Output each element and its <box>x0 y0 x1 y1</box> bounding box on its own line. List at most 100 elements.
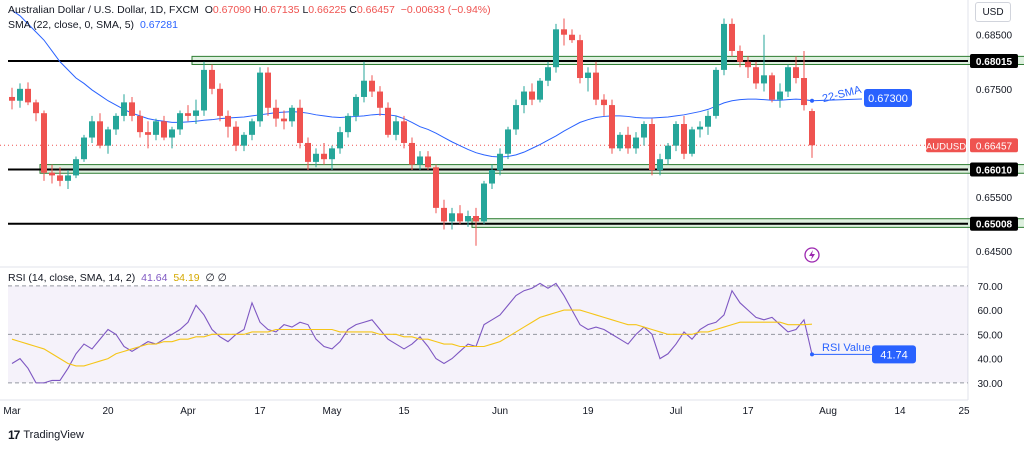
sma-annotation-arrow <box>811 98 863 102</box>
rsi-sma-legend-value: 54.19 <box>173 272 200 284</box>
candle-body-89 <box>721 23 727 70</box>
candle-body-91 <box>737 50 743 62</box>
candle-body-4 <box>41 113 47 173</box>
candle-body-52 <box>425 156 431 168</box>
candle-body-63 <box>513 105 519 130</box>
candle-body-60 <box>489 170 495 184</box>
candle-body-92 <box>745 61 751 68</box>
rsi-legend-label: RSI (14, close, SMA, 14, 2) <box>8 272 136 284</box>
tradingview-logo-icon: 17 <box>8 428 20 442</box>
level-label-2: 0.65008 <box>976 220 1013 231</box>
time-tick-7: 19 <box>582 406 594 417</box>
last-price-box <box>970 138 1018 153</box>
sma-legend: SMA (22, close, 0, SMA, 5) 0.67281 <box>8 19 178 31</box>
candle-body-39 <box>321 153 327 160</box>
ohlc-key-c: C <box>349 4 357 16</box>
time-tick-1: 20 <box>102 406 114 417</box>
candle-body-93 <box>753 67 759 84</box>
candle-body-97 <box>785 67 791 92</box>
candle-body-95 <box>769 75 775 100</box>
candle-body-55 <box>449 213 455 222</box>
candle-body-26 <box>217 88 223 116</box>
rsi-tick-0: 70.00 <box>977 282 1002 293</box>
candle-body-49 <box>401 121 407 143</box>
candle-body-70 <box>569 34 575 41</box>
candle-body-30 <box>249 121 255 135</box>
ohlc-value-o: 0.67090 <box>212 4 251 16</box>
currency-button[interactable]: USD <box>975 2 1011 22</box>
candle-body-0 <box>9 96 15 101</box>
time-tick-0: Mar <box>3 406 21 417</box>
candle-body-13 <box>113 115 119 130</box>
candle-body-28 <box>233 126 239 146</box>
ohlc-value-l: 0.66225 <box>308 4 347 16</box>
price-tick-1: 0.67500 <box>976 85 1013 96</box>
candle-body-83 <box>673 124 679 146</box>
sma-line <box>11 9 813 158</box>
candle-body-66 <box>537 80 543 100</box>
rsi-tick-3: 40.00 <box>977 355 1002 366</box>
candle-body-43 <box>353 96 359 116</box>
candle-body-16 <box>137 115 143 133</box>
price-tick-0: 0.68500 <box>976 31 1013 42</box>
sma-annotation-box <box>864 89 912 107</box>
level-label-box-1 <box>970 162 1018 177</box>
candle-body-75 <box>609 105 615 149</box>
rsi-annotation-value: 41.74 <box>880 349 908 361</box>
candle-body-45 <box>369 80 375 92</box>
last-price-label: 0.66457 <box>976 141 1013 152</box>
candle-body-67 <box>545 67 551 81</box>
candle-body-54 <box>441 207 447 222</box>
candle-body-27 <box>225 115 231 127</box>
candle-body-40 <box>329 148 335 160</box>
tradingview-logo: 17 TradingView <box>8 428 84 442</box>
time-tick-11: 14 <box>894 406 906 417</box>
time-tick-3: 17 <box>254 406 266 417</box>
candle-body-87 <box>705 115 711 127</box>
price-tick-3: 0.65500 <box>976 193 1013 204</box>
change-value: −0.00633 (−0.94%) <box>400 4 491 16</box>
candle-body-25 <box>209 69 215 89</box>
candle-body-82 <box>665 145 671 160</box>
candle-body-32 <box>265 72 271 108</box>
candle-body-84 <box>681 124 687 154</box>
level-label-box-0 <box>970 53 1018 68</box>
candle-body-81 <box>657 159 663 171</box>
candle-body-41 <box>337 132 343 149</box>
candle-body-90 <box>729 23 735 51</box>
candle-body-68 <box>553 29 559 68</box>
rsi-tick-1: 60.00 <box>977 306 1002 317</box>
ohlc-value-c: 0.66457 <box>356 4 395 16</box>
candle-body-11 <box>97 121 103 146</box>
candle-body-3 <box>33 102 39 114</box>
time-tick-9: 17 <box>742 406 754 417</box>
candle-body-59 <box>481 183 487 222</box>
level-label-box-2 <box>970 216 1018 231</box>
candle-body-64 <box>521 91 527 106</box>
symbol-legend: Australian Dollar / U.S. Dollar, 1D, FXC… <box>8 4 491 16</box>
candle-body-42 <box>345 115 351 133</box>
candle-body-57 <box>465 216 471 222</box>
candle-body-71 <box>577 40 583 79</box>
candle-body-99 <box>801 78 807 106</box>
candle-body-86 <box>697 126 703 130</box>
candle-body-29 <box>241 134 247 146</box>
candle-body-1 <box>17 88 23 101</box>
candle-body-2 <box>25 88 31 103</box>
sma-annotation-value: 0.67300 <box>868 93 908 105</box>
candle-body-61 <box>497 153 503 171</box>
candle-body-44 <box>361 80 367 97</box>
level-label-0: 0.68015 <box>976 57 1013 68</box>
rsi-legend: RSI (14, close, SMA, 14, 2) 41.64 54.19 … <box>8 272 227 284</box>
candle-body-33 <box>273 107 279 119</box>
candle-body-85 <box>689 129 695 154</box>
candle-body-58 <box>473 216 479 222</box>
candle-body-17 <box>145 132 151 135</box>
candle-body-23 <box>193 110 199 116</box>
candle-body-47 <box>385 107 391 135</box>
candle-body-22 <box>185 113 191 116</box>
candle-body-96 <box>777 91 783 100</box>
ohlc-values: O0.67090 H0.67135 L0.66225 C0.66457 <box>202 4 395 16</box>
time-tick-5: 15 <box>398 406 410 417</box>
